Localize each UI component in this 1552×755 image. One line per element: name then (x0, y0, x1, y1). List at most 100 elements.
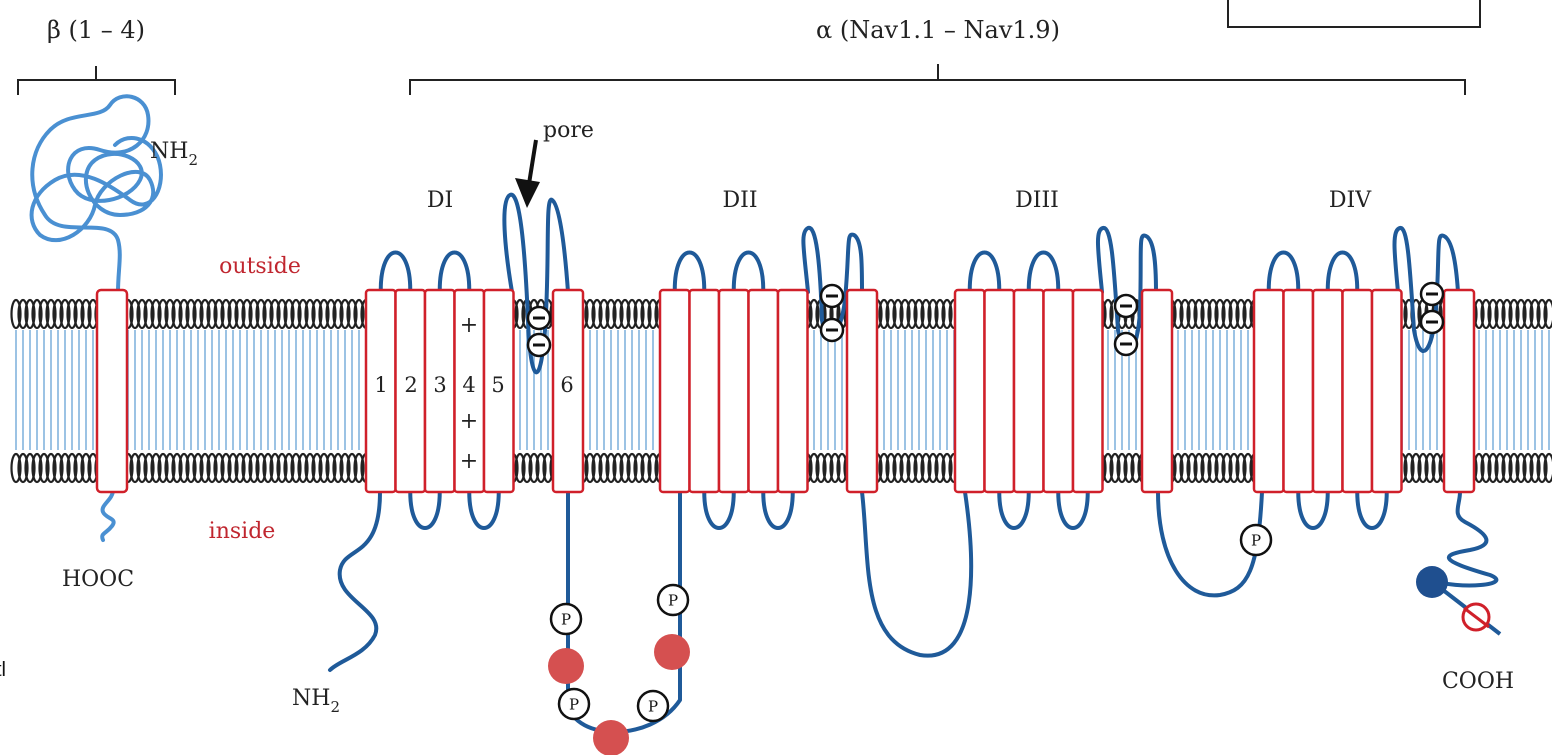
lipid-head (283, 298, 295, 330)
lipid-head (59, 298, 71, 330)
lipid-head (66, 452, 78, 484)
lipid-head (304, 452, 316, 484)
lipid-head (1501, 298, 1513, 330)
lipid-head (1200, 452, 1212, 484)
beta-subunit (29, 94, 163, 542)
lipid-head (934, 452, 946, 484)
helix-d2-s4 (747, 288, 780, 494)
lipid-head (1130, 452, 1142, 484)
beta-hooc-label: HOOC (62, 567, 134, 592)
alpha-cooh-label: COOH (1442, 669, 1514, 694)
beta-nh2-label: NH2 (150, 139, 198, 169)
lipid-head (927, 298, 939, 330)
lipid-head (80, 452, 92, 484)
lipid-head (829, 452, 841, 484)
lipid-head (633, 452, 645, 484)
lipid-head (920, 298, 932, 330)
voltage-sensor-charges: + + + (460, 313, 478, 474)
lipid-head (346, 452, 358, 484)
phospho-label: P (569, 696, 579, 714)
segment-label-2: 2 (404, 373, 417, 397)
lipid-head (1186, 452, 1198, 484)
helix-d2-s6 (845, 288, 879, 494)
helix-d3-s2 (983, 288, 1016, 494)
lipid-head (1116, 452, 1128, 484)
lipid-head (822, 452, 834, 484)
lipid-head (1417, 452, 1429, 484)
lipid-head (129, 452, 141, 484)
lipid-head (1242, 298, 1254, 330)
lipid-head (1508, 298, 1520, 330)
lipid-head (80, 298, 92, 330)
lipid-head (815, 452, 827, 484)
lipid-head (255, 298, 267, 330)
lipid-head (199, 298, 211, 330)
lipid-head (1515, 298, 1527, 330)
alpha-extracellular-loops (378, 250, 1360, 292)
lipid-head (1494, 452, 1506, 484)
lipid-head (171, 452, 183, 484)
negative-charge (819, 283, 845, 309)
helix-d4-s2 (1282, 288, 1315, 494)
helix-d3-s1 (953, 288, 986, 494)
lipid-head (171, 298, 183, 330)
lipid-head (192, 452, 204, 484)
partial-legend-box (1227, 0, 1481, 28)
lipid-head (297, 298, 309, 330)
lipid-head (332, 298, 344, 330)
lipid-head (297, 452, 309, 484)
lipid-head (332, 452, 344, 484)
c-term-blocked-slash (1463, 606, 1490, 629)
lipid-head (136, 452, 148, 484)
helix-d4-s6 (1442, 288, 1476, 494)
lipid-head (906, 452, 918, 484)
alpha-transmembrane-segments (364, 288, 1476, 494)
lipid-head (45, 452, 57, 484)
negative-charge (1419, 281, 1445, 307)
lipid-head (31, 298, 43, 330)
lipid-head (1235, 452, 1247, 484)
beta-cytoplasmic-tail (100, 488, 116, 542)
negative-charge (1419, 309, 1445, 335)
lipid-head (248, 452, 260, 484)
lipid-head (878, 298, 890, 330)
lipid-head (920, 452, 932, 484)
lipid-head (1543, 298, 1552, 330)
lipid-head (269, 452, 281, 484)
lipid-head (605, 452, 617, 484)
lipid-head (136, 298, 148, 330)
lipid-head (17, 298, 29, 330)
lipid-head (1480, 298, 1492, 330)
plus-charge-1: + (460, 313, 478, 338)
lipid-head (227, 452, 239, 484)
lipid-head (157, 452, 169, 484)
lipid-head (1487, 452, 1499, 484)
lipid-head (1480, 452, 1492, 484)
lipid-head (346, 298, 358, 330)
lipid-head (318, 298, 330, 330)
lipid-head (514, 452, 526, 484)
segment-label-3: 3 (433, 373, 446, 397)
segment-label-1: 1 (374, 373, 387, 397)
lipid-head (17, 452, 29, 484)
helix-d2-s5 (776, 288, 809, 494)
c-term-blue-site (1416, 566, 1448, 598)
lipid-head (1235, 298, 1247, 330)
pore-loop-d1 (502, 192, 570, 375)
lipid-head (283, 452, 295, 484)
lipid-head (808, 298, 820, 330)
lipid-head (927, 452, 939, 484)
pore-arrow (515, 139, 540, 208)
phosphorylation-sites: P P P P P (549, 523, 1273, 723)
lipid-head (1515, 452, 1527, 484)
lipid-head (1179, 298, 1191, 330)
lipid-head (1529, 452, 1541, 484)
lipid-head (619, 298, 631, 330)
lipid-head (1529, 298, 1541, 330)
lipid-head (318, 452, 330, 484)
lipid-head (276, 452, 288, 484)
lipid-head (241, 452, 253, 484)
lipid-head (808, 452, 820, 484)
lipid-head (262, 298, 274, 330)
phospho-label: P (648, 698, 658, 716)
